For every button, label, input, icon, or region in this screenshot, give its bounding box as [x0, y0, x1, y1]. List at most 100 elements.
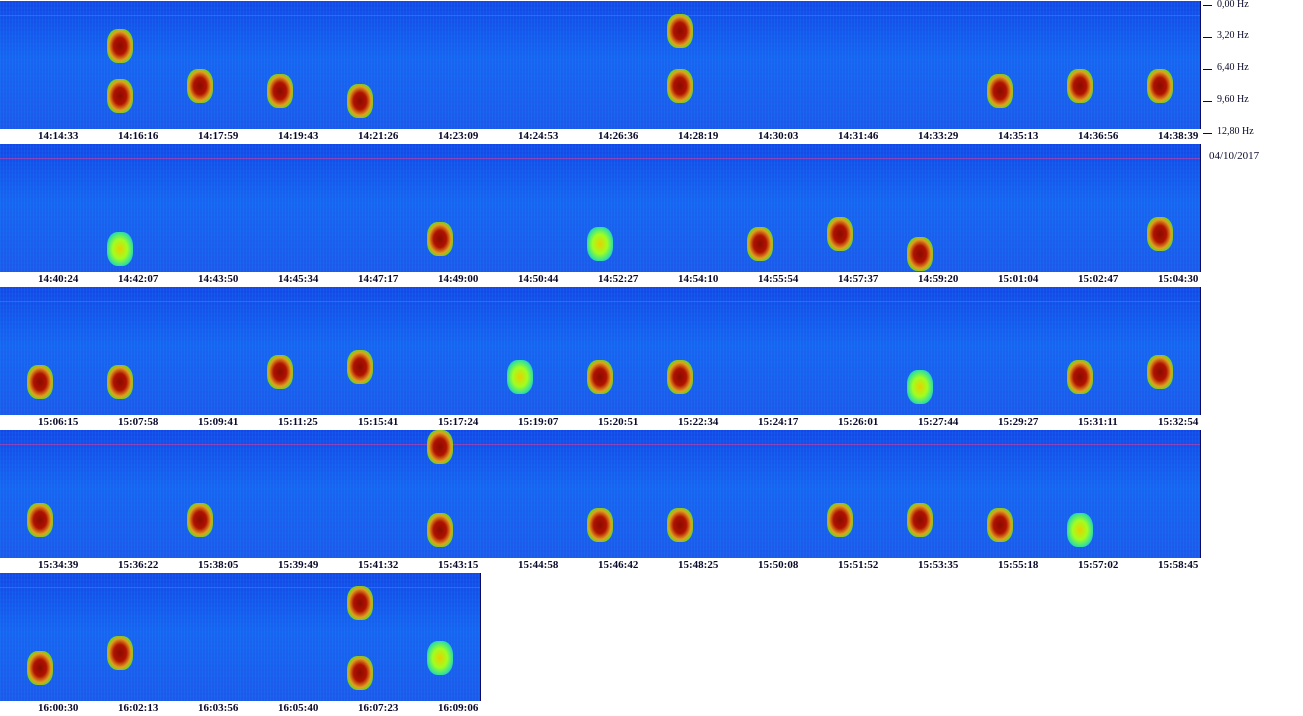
time-tick-label: 15:29:27	[998, 416, 1039, 428]
activity-mark	[587, 508, 613, 542]
time-tick-label: 14:36:56	[1078, 130, 1119, 142]
activity-mark	[107, 232, 133, 266]
activity-mark	[347, 84, 373, 118]
time-tick-label: 14:43:50	[198, 273, 239, 285]
date-label: 04/10/2017	[1209, 150, 1260, 162]
time-tick-label: 14:26:36	[598, 130, 639, 142]
panel-separator	[1200, 287, 1201, 415]
time-tick-label: 14:33:29	[918, 130, 959, 142]
time-tick-label: 14:28:19	[678, 130, 719, 142]
time-tick-label: 14:16:16	[118, 130, 159, 142]
spectrogram-panel	[720, 287, 800, 415]
activity-mark	[587, 227, 613, 261]
time-tick-label: 14:57:37	[838, 273, 879, 285]
spectrogram-panel	[720, 1, 800, 129]
spectrogram-panel	[720, 430, 800, 558]
spectrogram-panel	[240, 287, 320, 415]
time-tick-label: 15:44:58	[518, 559, 559, 571]
time-tick-label: 15:31:11	[1078, 416, 1118, 428]
time-tick-label: 14:19:43	[278, 130, 319, 142]
spectrogram-panel	[960, 1, 1040, 129]
activity-mark	[507, 360, 533, 394]
frequency-tick	[1203, 37, 1212, 38]
time-tick-label: 15:32:54	[1158, 416, 1199, 428]
spectrogram-panel	[800, 144, 880, 272]
activity-mark	[427, 641, 453, 675]
activity-mark	[1067, 360, 1093, 394]
spectrogram-panel	[400, 287, 480, 415]
time-tick-label: 15:48:25	[678, 559, 719, 571]
activity-mark	[827, 503, 853, 537]
spectrogram-panel	[160, 144, 240, 272]
spectrogram-panel	[160, 287, 240, 415]
time-tick-label: 15:51:52	[838, 559, 879, 571]
spectrogram-panel	[1120, 1, 1200, 129]
activity-mark	[667, 14, 693, 48]
spectrogram-panel	[320, 430, 400, 558]
activity-mark	[1067, 69, 1093, 103]
spectrogram-row: 15:34:39 15:36:22 15:38:05 15:39:49 15:41:32…	[0, 430, 1201, 573]
activity-mark	[107, 365, 133, 399]
time-tick-label: 14:35:13	[998, 130, 1039, 142]
activity-mark	[987, 74, 1013, 108]
spectrogram-panel	[1040, 287, 1120, 415]
activity-mark	[1147, 355, 1173, 389]
time-tick-label: 14:30:03	[758, 130, 799, 142]
spectrogram-row: 16:00:30 16:02:13 16:03:56 16:05:40 16:07:23…	[0, 573, 481, 716]
spectrogram-panel	[240, 144, 320, 272]
time-tick-label: 15:39:49	[278, 559, 319, 571]
frequency-tick-label: 9,60 Hz	[1217, 94, 1249, 105]
time-tick-label: 14:17:59	[198, 130, 239, 142]
panel-separator	[1200, 1, 1201, 129]
time-axis	[0, 272, 1201, 287]
spectrogram-panel	[240, 1, 320, 129]
time-tick-label: 15:22:34	[678, 416, 719, 428]
time-tick-label: 15:43:15	[438, 559, 479, 571]
time-tick-label: 14:54:10	[678, 273, 719, 285]
spectrogram-panel	[0, 1, 80, 129]
time-tick-label: 14:23:09	[438, 130, 479, 142]
activity-mark	[27, 503, 53, 537]
time-tick-label: 15:41:32	[358, 559, 399, 571]
activity-mark	[427, 430, 453, 464]
time-axis	[0, 558, 1201, 573]
time-tick-label: 15:38:05	[198, 559, 239, 571]
time-tick-label: 14:55:54	[758, 273, 799, 285]
spectrogram-row: 14:40:24 14:42:07 14:43:50 14:45:34 14:47:17…	[0, 144, 1201, 287]
spectrogram-panel	[1120, 144, 1200, 272]
time-tick-label: 14:14:33	[38, 130, 79, 142]
activity-mark	[907, 370, 933, 404]
activity-mark	[1147, 69, 1173, 103]
spectrogram-panel	[160, 430, 240, 558]
time-tick-label: 15:17:24	[438, 416, 479, 428]
spectrogram-row: 14:14:33 14:16:16 14:17:59 14:19:43 14:21:26…	[0, 1, 1201, 144]
spectrogram-panel	[560, 287, 640, 415]
time-tick-label: 14:52:27	[598, 273, 639, 285]
spectrogram-panel	[240, 573, 320, 701]
spectrogram-panel	[960, 144, 1040, 272]
activity-mark	[267, 355, 293, 389]
activity-mark	[987, 508, 1013, 542]
time-tick-label: 16:09:06	[438, 702, 479, 714]
spectrogram-panel	[480, 430, 560, 558]
time-tick-label: 15:09:41	[198, 416, 239, 428]
time-axis	[0, 129, 1201, 144]
panel-separator	[1200, 430, 1201, 558]
time-axis	[0, 701, 481, 716]
frequency-tick	[1203, 5, 1212, 6]
time-tick-label: 16:02:13	[118, 702, 159, 714]
activity-mark	[347, 586, 373, 620]
time-tick-label: 15:24:17	[758, 416, 799, 428]
activity-mark	[427, 222, 453, 256]
frequency-tick-label: 0,00 Hz	[1217, 0, 1249, 10]
time-tick-label: 14:59:20	[918, 273, 959, 285]
spectrogram-panel	[400, 573, 480, 701]
activity-mark	[187, 503, 213, 537]
spectrogram-panel	[400, 1, 480, 129]
time-tick-label: 15:27:44	[918, 416, 959, 428]
spectrogram-panel	[480, 287, 560, 415]
activity-mark	[427, 513, 453, 547]
activity-mark	[347, 656, 373, 690]
time-tick-label: 14:45:34	[278, 273, 319, 285]
